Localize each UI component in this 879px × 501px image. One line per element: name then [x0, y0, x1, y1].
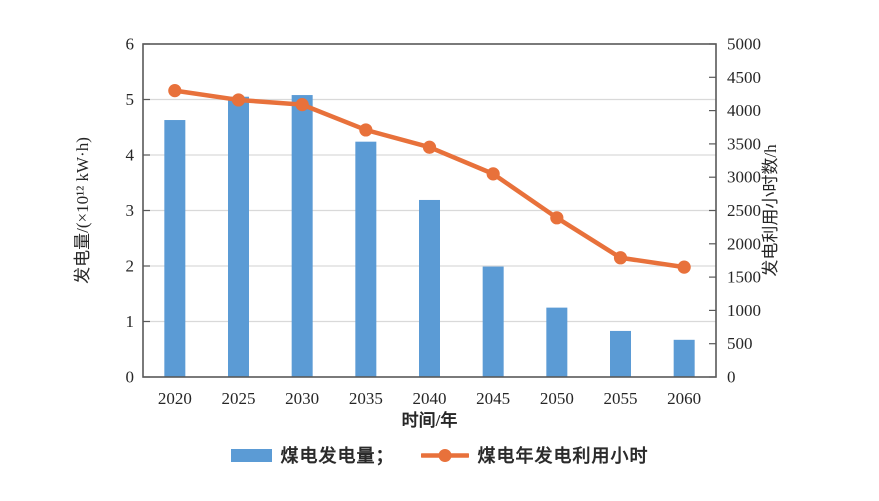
- right-tick-label: 3000: [727, 168, 761, 187]
- left-tick-label: 2: [126, 257, 135, 276]
- x-tick-label: 2020: [158, 389, 192, 408]
- left-tick-label: 6: [126, 35, 135, 54]
- left-axis-title: 发电量/(×10¹² kW·h): [73, 137, 92, 284]
- x-tick-label: 2040: [413, 389, 447, 408]
- bar-series-swatch: [230, 448, 272, 462]
- left-tick-label: 4: [126, 146, 135, 165]
- x-tick-label: 2060: [667, 389, 701, 408]
- legend-item-line: 煤电年发电利用小时: [420, 442, 649, 468]
- line-point-2040: [422, 140, 437, 154]
- bar-2045: [482, 266, 504, 377]
- bar-2030: [291, 95, 313, 377]
- line-point-2030: [295, 98, 309, 112]
- legend-label-bar: 煤电发电量；: [280, 446, 395, 466]
- right-tick-label: 1500: [727, 268, 761, 287]
- right-tick-label: 0: [727, 368, 736, 387]
- right-tick-label: 500: [727, 334, 753, 353]
- bar-2040: [419, 199, 440, 377]
- left-tick-label: 0: [126, 368, 135, 387]
- line-point-2050: [550, 211, 564, 225]
- right-tick-label: 4500: [727, 68, 761, 87]
- right-tick-label: 1000: [727, 301, 761, 320]
- x-tick-label: 2045: [476, 389, 510, 408]
- line-series-swatch: [420, 448, 469, 462]
- line-point-2055: [613, 251, 628, 265]
- right-tick-label: 3500: [727, 134, 761, 153]
- bar-2050: [546, 307, 568, 377]
- bar-2020: [164, 120, 186, 377]
- right-tick-label: 2000: [727, 234, 761, 253]
- legend-label-line: 煤电年发电利用小时: [477, 446, 649, 466]
- x-tick-label: 2030: [285, 389, 319, 408]
- bar-2035: [355, 141, 377, 377]
- line-point-2035: [359, 123, 373, 137]
- bar-2060: [673, 339, 695, 377]
- line-point-2025: [231, 93, 246, 107]
- legend: 煤电发电量； 煤电年发电利用小时: [0, 441, 879, 469]
- right-axis-title: 发电利用小时数/h: [761, 144, 780, 277]
- bar-2055: [610, 330, 631, 377]
- x-axis-title: 时间/年: [402, 410, 458, 430]
- line-point-2060: [677, 260, 691, 274]
- left-tick-label: 3: [126, 201, 135, 220]
- left-tick-label: 1: [126, 312, 135, 331]
- bar-2025: [228, 96, 249, 377]
- right-tick-label: 4000: [727, 101, 761, 120]
- x-tick-label: 2025: [222, 389, 256, 408]
- line-point-2045: [486, 167, 500, 181]
- x-tick-label: 2050: [540, 389, 574, 408]
- x-tick-label: 2035: [349, 389, 383, 408]
- combo-chart: 0 1 2 3 4 5 6 0 500 1000 1500 2000 2500 3000 3500 4000 4…: [73, 35, 780, 431]
- legend-item-bar: 煤电发电量；: [230, 442, 395, 468]
- line-point-2020: [168, 84, 182, 98]
- right-tick-label: 2500: [727, 201, 761, 220]
- x-tick-label: 2055: [604, 389, 638, 408]
- left-tick-label: 5: [126, 90, 135, 109]
- right-tick-label: 5000: [727, 35, 761, 54]
